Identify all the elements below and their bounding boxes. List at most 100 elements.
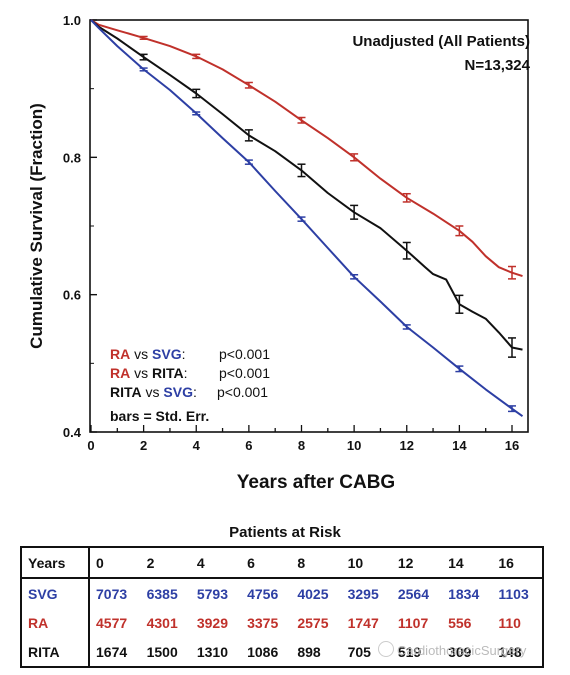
risk-count-cell: 1107 [397, 614, 429, 631]
y-tick-label: 0.6 [63, 288, 81, 303]
error-bar-rita [350, 204, 359, 220]
error-bar-ra [350, 153, 359, 162]
x-axis: 0 2 4 6 8 10 12 14 16 [87, 425, 519, 453]
x-tick-label: 6 [245, 438, 252, 453]
error-bar-ra [508, 265, 516, 280]
p-value: p<0.001 [219, 346, 270, 362]
risk-count-cell: 898 [297, 643, 321, 660]
risk-count-cell: 2564 [397, 585, 430, 602]
risk-row-label: RITA [21, 637, 90, 667]
series-line-ra [90, 19, 523, 278]
risk-year-cell: 10 [341, 547, 392, 579]
risk-table-title: Patients at Risk [229, 524, 341, 541]
risk-count-cell: 7073 [96, 585, 128, 602]
error-bar-svg [350, 274, 359, 280]
risk-count-cell: 6385 [146, 585, 178, 602]
risk-header-label: Years [21, 547, 90, 579]
risk-count-cell: 1674 [96, 643, 128, 660]
x-tick-label: 12 [400, 438, 414, 453]
risk-row-label: SVG [21, 578, 90, 608]
risk-year-cell: 6 [241, 547, 292, 579]
risk-table: Years 0 2 4 6 8 10 12 14 16 SVG 7073 6385 5793 4756 402… [20, 546, 544, 668]
chart-subtitle: N=13,324 [465, 57, 531, 74]
risk-row-ra: RA 4577 4301 3929 3375 2575 1747 1107 556 110 [21, 608, 543, 637]
risk-year-cell: 16 [492, 547, 543, 579]
risk-count-cell: 309 [448, 643, 472, 660]
x-tick-label: 10 [347, 438, 361, 453]
error-bar-svg [139, 67, 148, 72]
x-tick-label: 2 [140, 438, 147, 453]
risk-count-cell: 148 [498, 643, 522, 660]
risk-count-cell: 519 [397, 643, 422, 660]
error-bar-svg [455, 365, 464, 373]
risk-year-cell: 4 [190, 547, 242, 579]
risk-year-cell: 12 [391, 547, 443, 579]
risk-header-row: Years 0 2 4 6 8 10 12 14 16 [21, 547, 543, 579]
risk-count-cell: 1747 [347, 614, 379, 631]
risk-count-cell: 556 [448, 614, 472, 631]
risk-year-cell: 2 [140, 547, 191, 579]
risk-row-svg: SVG 7073 6385 5793 4756 4025 3295 2564 1834 1103 [21, 578, 543, 608]
comparison-rita-vs-svg: RITA vs SVG: [110, 384, 197, 400]
watermark: CardiothoracicSurgery [378, 641, 526, 658]
error-bar-svg [297, 216, 306, 222]
risk-year-cell: 0 [89, 547, 141, 579]
chart-title: Unadjusted (All Patients) [352, 33, 530, 50]
error-bar-ra [297, 116, 306, 124]
error-bar-rita [139, 53, 148, 61]
error-bar-svg [508, 405, 516, 413]
risk-row-rita: RITA 1674 1500 1310 1086 898 705 519 309 148 [21, 637, 543, 667]
p-value: p<0.001 [217, 384, 268, 400]
error-bar-ra [192, 53, 201, 60]
legend-block: RA vs SVG: p<0.001 RA vs RITA: p<0.001 RITA … [110, 346, 270, 424]
x-tick-label: 4 [193, 438, 201, 453]
x-axis-label: Years after CABG [237, 472, 395, 493]
error-bar-rita [297, 163, 306, 178]
risk-count-cell: 1834 [448, 585, 480, 602]
error-bar-rita [244, 129, 253, 142]
y-axis: 0.4 0.6 0.8 1.0 [63, 13, 97, 440]
risk-count-cell: 110 [498, 614, 521, 631]
risk-count-cell: 1500 [146, 643, 178, 660]
risk-count-cell: 4025 [297, 585, 329, 602]
y-axis-label: Cumulative Survival (Fraction) [27, 103, 46, 349]
x-tick-label: 8 [298, 438, 305, 453]
y-tick-label: 1.0 [63, 13, 81, 28]
error-bar-svg [402, 324, 411, 330]
x-tick-label: 0 [87, 438, 94, 453]
std-err-note: bars = Std. Err. [110, 408, 209, 424]
comparison-ra-vs-rita: RA vs RITA: [110, 365, 188, 381]
x-tick-label: 16 [505, 438, 519, 453]
risk-count-cell: 1086 [247, 643, 279, 660]
y-tick-label: 0.8 [63, 150, 81, 165]
risk-count-cell: 4756 [247, 585, 279, 602]
risk-count-cell: 3295 [347, 585, 379, 602]
risk-count-cell: 3929 [196, 614, 229, 631]
risk-count-cell: 2575 [297, 614, 329, 631]
risk-count-cell: 4301 [146, 614, 178, 631]
error-bar-ra [402, 192, 411, 203]
p-value: p<0.001 [219, 365, 270, 381]
survival-chart: 0.4 0.6 0.8 1.0 0 2 4 6 8 10 12 14 16 Unadjusted (A… [27, 13, 531, 493]
error-bar-svg [244, 159, 253, 165]
error-bar-ra [244, 81, 253, 89]
y-tick-label: 0.4 [63, 425, 82, 440]
x-tick-label: 14 [452, 438, 467, 453]
risk-year-cell: 14 [442, 547, 493, 579]
risk-year-cell: 8 [291, 547, 342, 579]
error-bar-rita [508, 337, 516, 358]
series-line-rita [90, 19, 523, 351]
risk-count-cell: 5793 [196, 585, 229, 602]
comparison-ra-vs-svg: RA vs SVG: [110, 346, 185, 362]
error-bar-rita [402, 241, 411, 260]
risk-count-cell: 3375 [247, 614, 279, 631]
error-bar-svg [192, 111, 201, 116]
error-bar-rita [455, 294, 464, 314]
wechat-icon [378, 641, 394, 657]
watermark-text: CardiothoracicSurgery [397, 643, 527, 658]
risk-count-cell: 705 [347, 643, 371, 660]
error-bar-ra [139, 35, 148, 40]
risk-count-cell: 1310 [196, 643, 229, 660]
error-bar-rita [192, 88, 201, 99]
risk-count-cell: 4577 [96, 614, 128, 631]
